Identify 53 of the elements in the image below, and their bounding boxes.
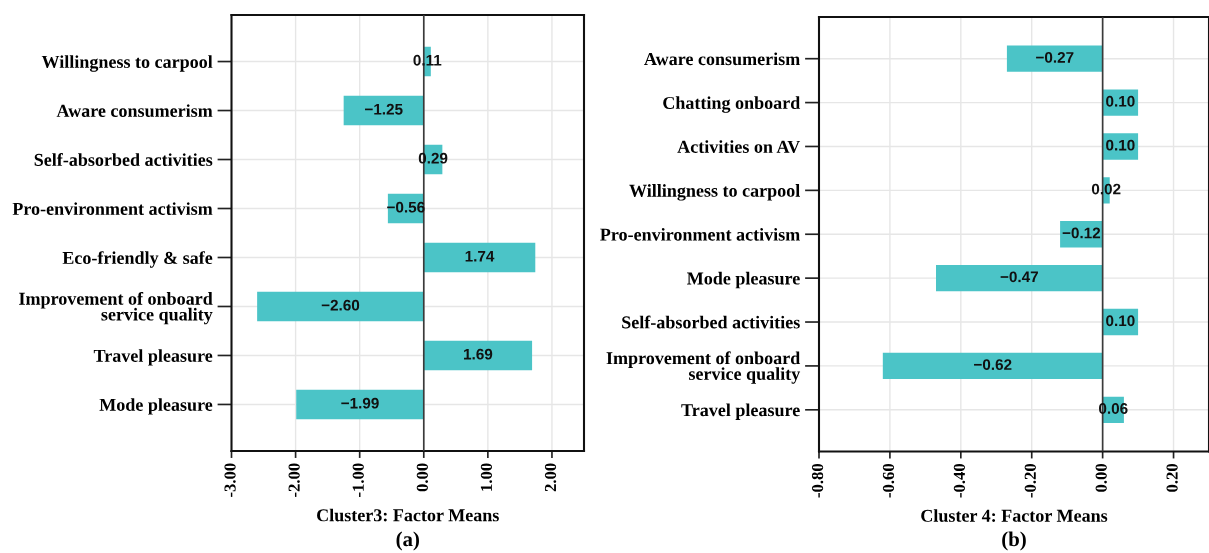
data-label: −2.60 (321, 299, 360, 311)
bar (1006, 45, 1103, 72)
y-tick-label: Improvement of onboard service quality (606, 351, 801, 384)
data-label: 1.74 (465, 250, 495, 262)
x-tick-label: 0.00 (1095, 463, 1107, 492)
data-label: 0.10 (1106, 95, 1135, 107)
x-axis-title: Cluster 4: Factor Means (921, 509, 1108, 522)
y-tick-label: Mode pleasure (99, 398, 213, 415)
text: (b) (1002, 531, 1026, 551)
y-tick-label: Eco-friendly & safe (62, 251, 213, 268)
y-tick-label: Chatting onboard (663, 96, 801, 113)
x-tick-label: 0.20 (1166, 463, 1178, 492)
x-tick-label: 2.00 (544, 463, 557, 492)
x-tick-label: -0.80 (811, 463, 824, 498)
x-tick-label: -1.00 (352, 463, 364, 497)
y-tick-label: Self-absorbed activities (34, 153, 213, 166)
x-tick-label: -2.00 (288, 463, 300, 497)
y-tick-label: Improvement of onboard service quality (19, 291, 213, 325)
bar (296, 389, 424, 420)
bar (882, 352, 1103, 380)
x-axis-title: Cluster3: Factor Means (317, 508, 499, 522)
text: (a) (396, 531, 419, 551)
y-tick-label: Pro-environment activism (600, 227, 800, 241)
data-label: −0.12 (1062, 227, 1101, 239)
x-tick-label: -3.00 (224, 463, 236, 497)
data-label: 0.10 (1106, 139, 1135, 151)
x-tick-label: 1.00 (480, 463, 493, 491)
y-tick-label: Travel pleasure (681, 403, 800, 420)
x-tick-label: -0.40 (953, 463, 966, 498)
data-label: −0.62 (974, 359, 1012, 371)
y-tick-label: Pro-environment activism (12, 202, 213, 215)
data-label: −0.27 (1036, 51, 1074, 63)
y-tick-label: Aware consumerism (56, 104, 213, 118)
y-tick-label: Willingness to carpool (629, 184, 800, 201)
x-tick-label: -0.20 (1024, 463, 1036, 498)
x-tick-label: 0.00 (416, 463, 429, 492)
data-label: −0.47 (1000, 271, 1038, 283)
bar (343, 95, 424, 126)
data-label: 0.10 (1106, 315, 1135, 327)
data-label: −1.25 (365, 103, 403, 115)
x-tick-label: -0.60 (882, 463, 895, 498)
y-tick-label: Mode pleasure (687, 271, 800, 289)
y-tick-label: Self-absorbed activities (622, 315, 800, 329)
y-tick-label: Activities on AV (677, 140, 801, 154)
bar (936, 264, 1103, 292)
data-label: 1.69 (464, 348, 493, 360)
bar (423, 340, 533, 371)
y-tick-label: Travel pleasure (93, 349, 213, 366)
y-tick-label: Aware consumerism (644, 52, 800, 66)
bar (423, 242, 536, 273)
data-label: −1.99 (341, 397, 379, 409)
bar (257, 291, 424, 322)
y-tick-label: Willingness to carpool (41, 55, 213, 72)
